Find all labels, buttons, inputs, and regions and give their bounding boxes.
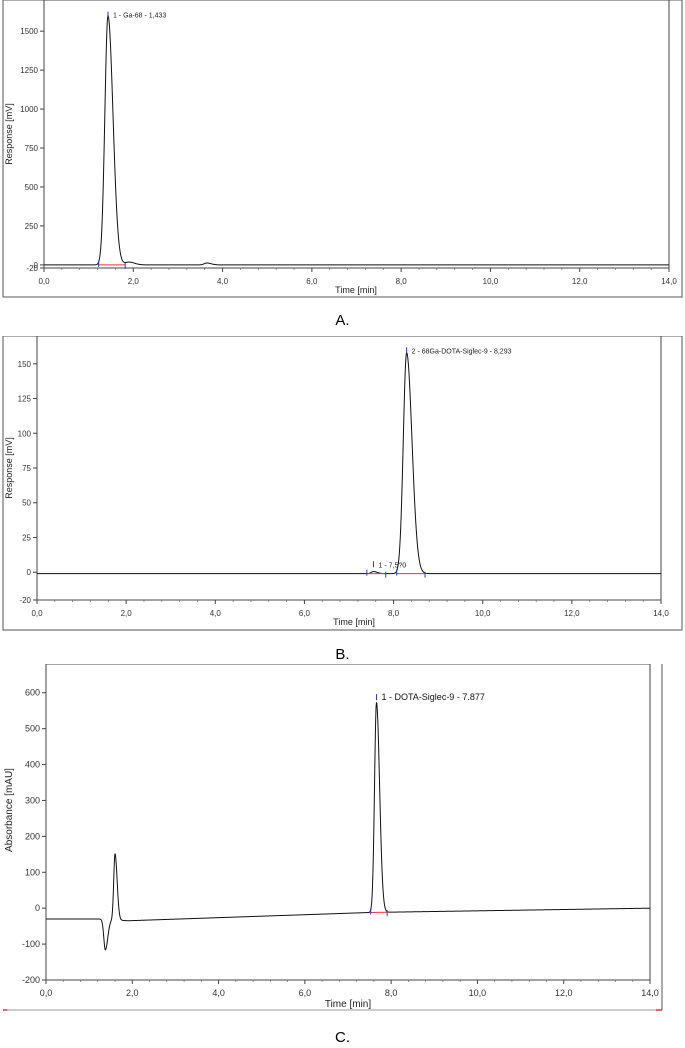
peak-label: 1 - DOTA-Siglec-9 - 7.877 — [381, 692, 484, 702]
x-tick-label: 4,0 — [217, 277, 229, 286]
x-tick-label: 12,0 — [555, 988, 573, 998]
chromatogram-trace — [44, 14, 669, 266]
x-tick-label: 14,0 — [653, 609, 669, 618]
y-tick-label: 1500 — [20, 27, 38, 36]
peak-label: 2 - 68Ga-DOTA-Siglec-9 - 8,293 — [412, 348, 512, 355]
chart-b-frame — [2, 336, 683, 631]
chart-a-frame — [2, 0, 683, 298]
y-tick-label: 150 — [18, 360, 32, 369]
y-tick-label: 1000 — [20, 105, 38, 114]
y-tick-label: 100 — [18, 429, 32, 438]
y-tick-label: 1250 — [20, 66, 38, 75]
y-tick-label: -200 — [22, 975, 40, 985]
caption-b: B. — [335, 646, 350, 663]
chart-a-xlabel: Time [min] — [335, 285, 377, 295]
y-tick-label: 75 — [22, 464, 31, 473]
y-tick-label: 600 — [25, 688, 40, 698]
y-tick-label: 50 — [22, 499, 31, 508]
y-tick-label: 400 — [25, 760, 40, 770]
y-tick-label: 0 — [35, 903, 40, 913]
y-tick-label: 250 — [25, 222, 39, 231]
x-tick-label: 12,0 — [572, 277, 588, 286]
chromatogram-a: 0,0 2,0 4,0 6,0 8,0 10,0 12,0 14,0 -200 250 500 750… — [2, 0, 683, 298]
x-tick-label: 6,0 — [299, 609, 311, 618]
x-tick-label: 0,0 — [38, 277, 50, 286]
x-tick-label: 4,0 — [212, 988, 225, 998]
x-tick-label: 10,0 — [475, 609, 491, 618]
chart-a-ylabel: Response [mV] — [4, 103, 14, 165]
x-tick-label: 8,0 — [396, 277, 408, 286]
x-tick-label: 14,0 — [661, 277, 677, 286]
x-tick-label: 6,0 — [299, 988, 312, 998]
y-tick-label: 0 — [34, 261, 39, 270]
chart-b-xlabel: Time [min] — [333, 617, 375, 627]
y-tick-label: -20 — [26, 264, 38, 273]
caption-a: A. — [335, 312, 350, 329]
chart-c-xlabel: Time [min] — [325, 999, 372, 1010]
y-tick-label: 750 — [25, 144, 39, 153]
y-tick-label: 125 — [18, 395, 32, 404]
chart-c-plot-area — [45, 664, 651, 981]
x-tick-label: 4,0 — [210, 609, 222, 618]
chromatogram-trace — [37, 352, 661, 575]
x-tick-label: 2,0 — [121, 609, 133, 618]
y-tick-label: 300 — [25, 795, 40, 805]
y-tick-label: -20 — [19, 596, 31, 605]
x-tick-label: 0,0 — [31, 609, 43, 618]
peak-label: 1 - 7,5?0 — [379, 562, 407, 569]
chart-b-plot-area — [36, 336, 662, 601]
x-tick-label: 2,0 — [128, 277, 140, 286]
x-tick-label: 10,0 — [483, 277, 499, 286]
chromatogram-c: 0,0 2,0 4,0 6,0 8,0 10,0 12,0 14,0 -200 -100 0 100 2… — [3, 664, 663, 1011]
y-tick-label: 100 — [25, 867, 40, 877]
y-tick-label: 25 — [22, 533, 31, 542]
chromatogram-b: 0,0 2,0 4,0 6,0 8,0 10,0 12,0 14,0 -20 0 25 50 75 100… — [2, 336, 683, 631]
x-tick-label: 2,0 — [126, 988, 139, 998]
x-tick-label: 0,0 — [40, 988, 53, 998]
x-tick-label: 14,0 — [641, 988, 659, 998]
chart-a-plot-area — [43, 0, 670, 269]
x-tick-label: 6,0 — [306, 277, 318, 286]
x-tick-label: 8,0 — [385, 988, 398, 998]
chart-b-ylabel: Response [mV] — [4, 437, 14, 499]
y-tick-label: -100 — [22, 939, 40, 949]
x-tick-label: 12,0 — [564, 609, 580, 618]
y-tick-label: 500 — [25, 183, 39, 192]
y-tick-label: 200 — [25, 831, 40, 841]
x-tick-label: 10,0 — [469, 988, 487, 998]
peak-label: 1 - Ga-68 - 1,433 — [113, 13, 166, 20]
x-tick-label: 8,0 — [388, 609, 400, 618]
y-tick-label: 0 — [27, 568, 32, 577]
caption-c: C. — [335, 1029, 350, 1046]
chromatogram-trace — [46, 702, 651, 951]
chart-c-ylabel: Absorbance [mAU] — [4, 768, 15, 852]
y-tick-label: 500 — [25, 724, 40, 734]
